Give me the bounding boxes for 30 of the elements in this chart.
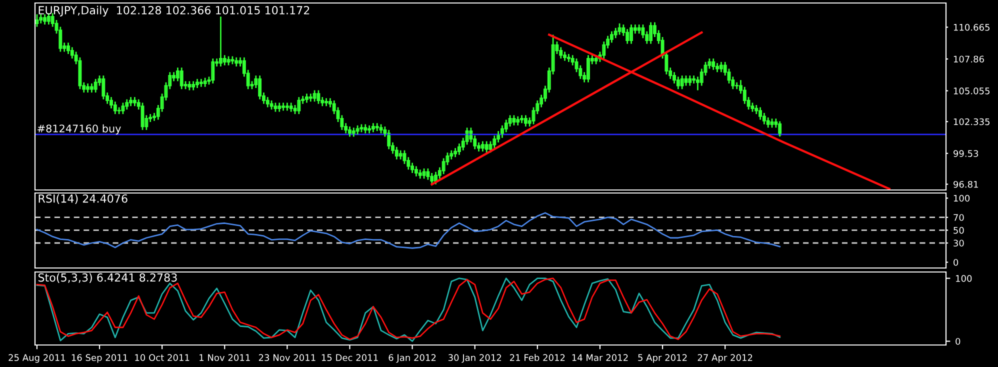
x-tick-label: 10 Oct 2011	[135, 354, 190, 362]
x-tick-label: 30 Jan 2012	[448, 354, 502, 363]
y-tick-label: 30	[954, 240, 964, 247]
y-tick-label: 110.665	[954, 24, 990, 31]
line-series	[36, 212, 781, 249]
x-tick-label: 14 Mar 2012	[572, 354, 628, 362]
y-tick-label: 96.81	[954, 180, 978, 188]
chart-title: Sto(5,3,3) 6.4241 8.2783	[38, 273, 177, 284]
y-tick-label: 100	[956, 275, 972, 282]
x-tick-label: 21 Feb 2012	[510, 354, 565, 362]
ref-line-label: #81247160 buy	[38, 124, 121, 134]
chart-title: RSI(14) 24.4076	[38, 194, 128, 204]
y-tick-label: 100	[954, 194, 970, 202]
x-tick-label: 5 Apr 2012	[638, 354, 687, 363]
y-tick-label: 102.335	[954, 118, 990, 126]
x-tick-label: 6 Jan 2012	[388, 354, 436, 363]
x-tick-label: 25 Aug 2011	[8, 354, 66, 363]
x-tick-label: 27 Apr 2012	[698, 354, 752, 363]
y-tick-label: 99.53	[954, 150, 978, 157]
x-tick-label: 15 Dec 2011	[322, 354, 378, 362]
chart-title: EURJPY,Daily 102.128 102.366 101.015 101.172	[38, 6, 310, 17]
y-tick-label: 70	[954, 214, 964, 221]
x-tick-label: 16 Sep 2011	[72, 354, 128, 363]
y-tick-label: 50	[954, 226, 964, 234]
x-tick-label: 1 Nov 2011	[200, 354, 250, 362]
y-tick-label: 0	[956, 338, 960, 345]
x-tick-label: 23 Nov 2011	[258, 354, 316, 362]
y-tick-label: 0	[954, 258, 958, 266]
y-tick-label: 107.86	[954, 56, 984, 63]
y-tick-label: 105.055	[954, 88, 990, 94]
